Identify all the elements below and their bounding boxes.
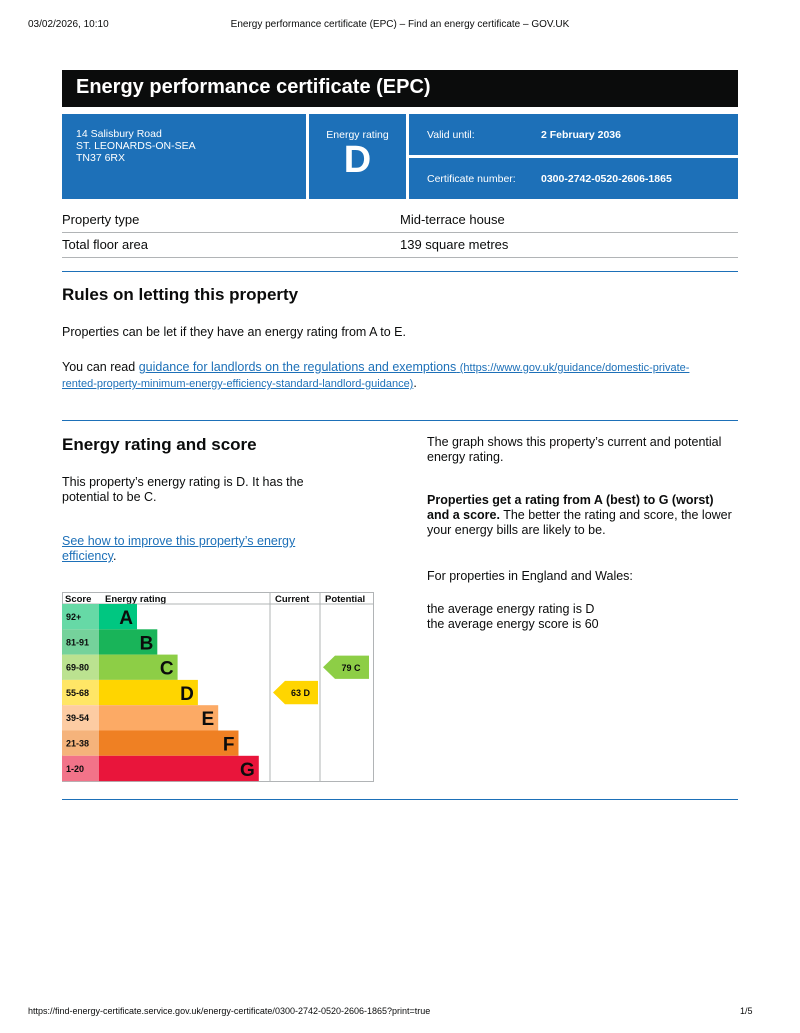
floor-area-row: Total floor area 139 square metres <box>62 233 738 258</box>
print-datetime: 03/02/2026, 10:10 <box>28 19 109 30</box>
energy-rating-value: D <box>343 139 372 181</box>
energy-rating-block: Energy rating D <box>309 114 406 199</box>
epc-rating-chart: Score Energy rating Current Potential 92+ A 81… <box>62 592 374 782</box>
energy-rating-label: Energy rating <box>326 129 389 141</box>
band-score-label: 1-20 <box>66 764 84 774</box>
band-score-label: 55-68 <box>66 688 89 698</box>
score-heading: Energy rating and score <box>62 435 257 454</box>
text: . <box>112 549 117 563</box>
band-score-cell <box>62 705 99 731</box>
band-score-label: 81-91 <box>66 637 89 647</box>
divider <box>62 799 738 800</box>
band-bar-c <box>99 654 178 680</box>
potential-rating-label: 79 C <box>341 663 361 673</box>
band-score-cell <box>62 629 99 655</box>
valid-until: Valid until: 2 February 2036 <box>409 114 738 155</box>
property-label: Total floor area <box>62 237 148 252</box>
band-letter: A <box>119 608 133 629</box>
band-bar-a <box>99 604 137 630</box>
property-type-row: Property type Mid-terrace house <box>62 208 738 233</box>
column-header: Energy rating <box>105 594 166 605</box>
address-line: ST. LEONARDS-ON-SEA <box>76 140 196 152</box>
band-letter: C <box>160 659 174 680</box>
band-bar-d <box>99 679 198 706</box>
improve-efficiency-link[interactable]: See how to improve this property’s energ… <box>62 534 296 563</box>
divider <box>62 420 738 421</box>
address-block: 14 Salisbury Road ST. LEONARDS-ON-SEA TN… <box>62 114 306 199</box>
landlord-guidance-link[interactable]: guidance for landlords on the regulation… <box>62 360 689 390</box>
band-letter: G <box>240 760 255 781</box>
bold-text: Properties get a rating from A (best) to… <box>427 493 714 522</box>
letting-text: Properties can be let if they have an en… <box>62 325 406 339</box>
text: You can read <box>62 360 139 374</box>
band-letter: D <box>180 684 194 705</box>
print-page-number: 1/5 <box>740 1006 753 1016</box>
link-url[interactable]: (https://www.gov.uk/guidance/domestic-pr… <box>62 362 690 390</box>
column-header: Current <box>275 594 310 605</box>
column-header: Potential <box>325 594 365 605</box>
valid-until-value: 2 February 2036 <box>541 128 621 141</box>
print-url: https://find-energy-certificate.service.… <box>28 1006 431 1016</box>
text: . <box>413 376 417 390</box>
page-title: Energy performance certificate (EPC) <box>62 70 738 107</box>
band-score-cell <box>62 604 99 630</box>
letting-guidance: You can read guidance for landlords on t… <box>62 360 722 392</box>
score-text: This property’s energy rating is D. It h… <box>62 475 304 504</box>
current-rating-label: 63 D <box>291 688 311 698</box>
band-bar-f <box>99 730 239 756</box>
print-page-title: Energy performance certificate (EPC) – F… <box>230 19 570 30</box>
column-header: Score <box>65 594 91 605</box>
band-score-cell <box>62 755 99 782</box>
property-value: Mid-terrace house <box>400 212 505 227</box>
band-score-label: 69-80 <box>66 663 89 673</box>
band-score-label: 92+ <box>66 612 81 622</box>
rating-explanation: Properties get a rating from A (best) to… <box>427 493 737 538</box>
band-letter: F <box>223 735 235 756</box>
certificate-number-value: 0300-2742-0520-2606-1865 <box>541 172 672 185</box>
property-value: 139 square metres <box>400 237 509 252</box>
average-rating: the average energy rating is D <box>427 602 595 616</box>
band-letter: B <box>140 633 154 654</box>
band-letter: E <box>202 709 215 730</box>
band-bar-g <box>99 755 259 782</box>
band-score-cell <box>62 730 99 756</box>
address-postcode: TN37 6RX <box>76 152 126 164</box>
band-score-label: 21-38 <box>66 739 89 749</box>
property-label: Property type <box>62 212 140 227</box>
band-score-cell <box>62 654 99 680</box>
divider <box>62 271 738 272</box>
letting-heading: Rules on letting this property <box>62 285 299 304</box>
improve-paragraph: See how to improve this property’s energ… <box>62 534 332 564</box>
address-line: 14 Salisbury Road <box>76 128 162 140</box>
valid-until-label: Valid until: <box>427 128 475 141</box>
current-rating-arrow <box>273 680 318 705</box>
england-wales-text: For properties in England and Wales: <box>427 569 633 583</box>
text: The better the rating and score, the low… <box>427 508 732 537</box>
certificate-number: Certificate number: 0300-2742-0520-2606-… <box>409 158 738 199</box>
band-bar-b <box>99 629 158 655</box>
certificate-number-label: Certificate number: <box>427 172 516 185</box>
graph-description: The graph shows this property’s current … <box>427 435 722 464</box>
link-text[interactable]: guidance for landlords on the regulation… <box>138 360 457 374</box>
band-bar-e <box>99 705 219 731</box>
average-score: the average energy score is 60 <box>427 617 599 631</box>
band-score-label: 39-54 <box>66 713 89 723</box>
band-score-cell <box>62 679 99 706</box>
potential-rating-arrow <box>323 655 369 679</box>
